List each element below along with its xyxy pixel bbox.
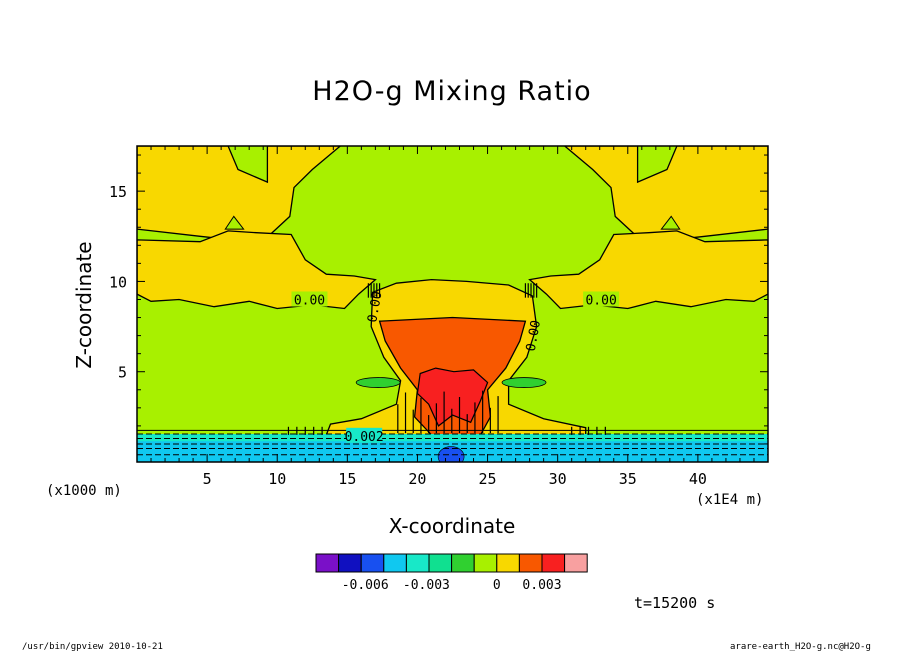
x-tick-label: 20 (408, 470, 426, 488)
x-tick-label: 35 (619, 470, 637, 488)
region-upper-left (137, 146, 342, 243)
contour-label: 0.00 (585, 293, 616, 308)
colorbar-swatch (473, 553, 498, 573)
x-axis-label: X-coordinate (388, 514, 516, 538)
x-tick-label: 25 (479, 470, 497, 488)
surface-blue-pocket (437, 446, 465, 462)
x-axis-unit-label-secondary: (x1E4 m) (696, 492, 764, 508)
x-tick-label: 15 (338, 470, 356, 488)
blob-left (355, 377, 401, 388)
y-tick-label: 5 (118, 364, 127, 382)
x-axis-unit-label: (x1000 m) (46, 483, 122, 499)
x-tick-label: 40 (689, 470, 707, 488)
y-axis-label: Z-coordinate (72, 241, 96, 369)
region-plume-red (416, 367, 489, 427)
colorbar-swatch (451, 553, 475, 573)
colorbar-label: 0 (493, 578, 501, 593)
colorbar-swatch (518, 553, 543, 573)
y-tick-label: 15 (109, 183, 127, 201)
colorbar-label: 0.003 (522, 578, 561, 593)
plot-frame (136, 145, 769, 463)
island-right (660, 215, 681, 230)
colorbar-swatch (315, 553, 340, 573)
x-tick-label: 5 (203, 470, 212, 488)
colorbar-swatch (496, 553, 520, 573)
contour-label: 0.002 (345, 430, 384, 445)
footer-command: /usr/bin/gpview 2010-10-21 (22, 642, 163, 652)
colorbar-swatch (383, 553, 407, 573)
colorbar-swatch (541, 553, 566, 573)
chart-title: H2O-g Mixing Ratio (312, 76, 592, 107)
region-mid-right (528, 230, 768, 310)
contour-label: 0.00 (294, 293, 325, 308)
blob-right (501, 377, 547, 388)
colorbar-label: -0.003 (403, 578, 450, 593)
region-upper-right (563, 146, 768, 243)
colorbar-swatch (428, 553, 453, 573)
time-annotation: t=15200 s (634, 594, 716, 612)
contour-label: 0.00 (365, 290, 385, 323)
y-tick-label: 10 (109, 273, 127, 291)
footer-source: arare-earth_H2O-g.nc@H2O-g (730, 642, 871, 652)
x-tick-label: 10 (268, 470, 286, 488)
colorbar-swatch (360, 553, 385, 573)
contour-field: 0.00 0.00 0.00 0.00 0.002 (137, 146, 768, 462)
x-tick-label: 30 (549, 470, 567, 488)
island-left (224, 215, 245, 230)
colorbar-swatch (564, 553, 588, 573)
colorbar-label: -0.006 (342, 578, 389, 593)
region-mid-left (137, 230, 377, 310)
colorbar-swatch (405, 553, 430, 573)
colorbar-swatch (338, 553, 362, 573)
contour-label: 0.00 (524, 319, 544, 352)
